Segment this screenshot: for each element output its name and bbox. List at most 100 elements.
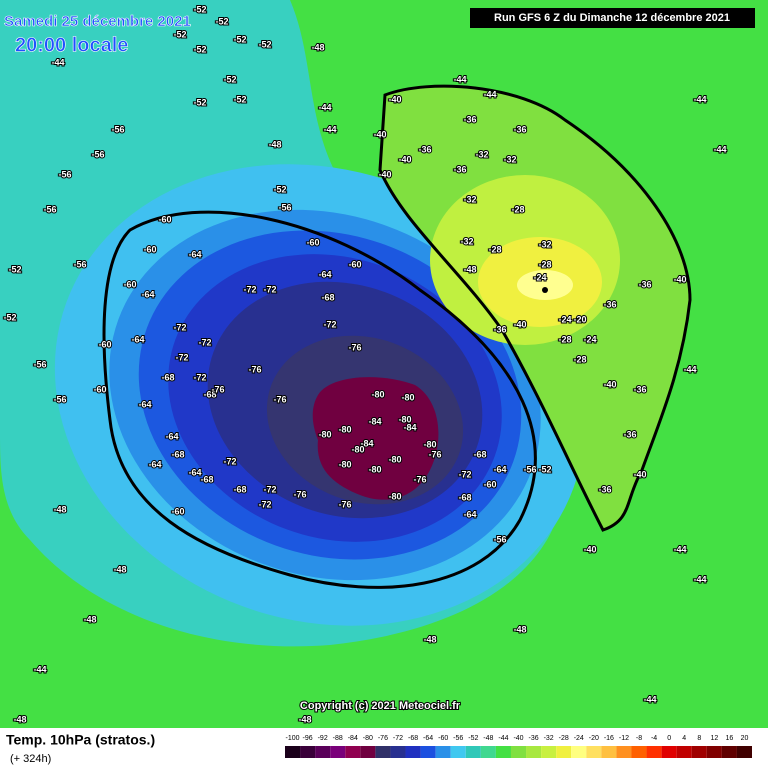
contour-label: -48 (113, 564, 126, 574)
scale-label: -84 (348, 735, 358, 742)
contour-label: -60 (143, 244, 156, 254)
contour-label: -56 (278, 202, 291, 212)
time: 20:00 locale (15, 34, 128, 56)
contour-label: -40 (378, 169, 391, 179)
scale-swatch (375, 746, 391, 758)
contour-label: -48 (463, 264, 476, 274)
contour-label: -68 (171, 449, 184, 459)
contour-label: -24 (583, 334, 596, 344)
scale-swatch (315, 746, 331, 758)
contour-label: -44 (51, 57, 64, 67)
scale-swatch (465, 746, 481, 758)
scale-swatch (646, 746, 662, 758)
contour-label: -56 (523, 464, 536, 474)
scale-label: 4 (682, 735, 686, 742)
scale-label: 16 (726, 735, 734, 742)
scale-label: -68 (408, 735, 418, 742)
contour-label: -72 (258, 499, 271, 509)
scale-swatch (435, 746, 451, 758)
contour-label: -40 (673, 274, 686, 284)
contour-label: -80 (338, 459, 351, 469)
contour-label: -32 (460, 236, 473, 246)
scale-label: -44 (498, 735, 508, 742)
contour-label: -48 (513, 624, 526, 634)
contour-label: -52 (538, 464, 551, 474)
contour-label: -76 (338, 499, 351, 509)
contour-label: -32 (538, 239, 551, 249)
warm-edge (378, 84, 692, 532)
contour-label: -52 (233, 34, 246, 44)
contour-label: -52 (193, 4, 206, 14)
contour-label: -68 (161, 372, 174, 382)
scale-swatch (586, 746, 602, 758)
contour-label: -36 (463, 114, 476, 124)
contour-label: -52 (8, 264, 21, 274)
contour-label: -48 (423, 634, 436, 644)
contour-label: -80 (388, 491, 401, 501)
contour-label: -80 (368, 464, 381, 474)
scale-swatch (616, 746, 632, 758)
scale-label: -40 (513, 735, 523, 742)
contour-label: -72 (243, 284, 256, 294)
scale-label: -76 (378, 735, 388, 742)
contour-label: -56 (493, 534, 506, 544)
contour-label: -72 (198, 337, 211, 347)
contour-label: -60 (158, 214, 171, 224)
scale-label: 12 (710, 735, 718, 742)
scale-label: -36 (529, 735, 539, 742)
scale-swatch (420, 746, 436, 758)
contour-label: -64 (138, 399, 151, 409)
contour-label: -56 (53, 394, 66, 404)
contour-label: -72 (263, 284, 276, 294)
contour-label: -60 (123, 279, 136, 289)
contour-label: -76 (293, 489, 306, 499)
scale-swatch (661, 746, 677, 758)
scale-swatch (480, 746, 496, 758)
contour-label: -68 (458, 492, 471, 502)
contour-label: -20 (573, 314, 586, 324)
scale-swatch (601, 746, 617, 758)
scale-swatch (510, 746, 527, 758)
contour-label: -24 (558, 314, 571, 324)
contour-label: -56 (91, 149, 104, 159)
contour-label: -76 (348, 342, 361, 352)
contour-label: -56 (73, 259, 86, 269)
contour-label: -68 (473, 449, 486, 459)
scale-swatch (556, 746, 572, 758)
contour-label: -40 (388, 94, 401, 104)
scale-swatch (676, 746, 692, 758)
contour-label: -44 (683, 364, 696, 374)
contour-label: -36 (513, 124, 526, 134)
contour-label: -64 (148, 459, 161, 469)
contour-label: -36 (493, 324, 506, 334)
scale-swatch (360, 746, 376, 758)
contour-label: -80 (401, 392, 414, 402)
contour-label: -52 (215, 16, 228, 26)
contour-label: -32 (463, 194, 476, 204)
scale-label: -72 (393, 735, 403, 742)
scale-label: -92 (318, 735, 328, 742)
scale-label: -16 (604, 735, 614, 742)
contour-label: -36 (633, 384, 646, 394)
contour-label: -36 (418, 144, 431, 154)
scale-label: -88 (333, 735, 343, 742)
contour-label: -64 (318, 269, 331, 279)
contour-label: -40 (603, 379, 616, 389)
contour-label: -60 (93, 384, 106, 394)
scale-label: -56 (453, 735, 463, 742)
scale-label: -24 (574, 735, 584, 742)
contour-label: -64 (165, 431, 178, 441)
contour-label: -52 (173, 29, 186, 39)
contour-label: -64 (141, 289, 154, 299)
contour-label: -24 (533, 272, 546, 282)
contour-label: -72 (263, 484, 276, 494)
contour-label: -48 (83, 614, 96, 624)
contour-label: -52 (233, 94, 246, 104)
scale-label: -20 (589, 735, 599, 742)
contour-label: -60 (348, 259, 361, 269)
max-marker (542, 287, 548, 293)
contour-label: -48 (311, 42, 324, 52)
contour-label: -36 (598, 484, 611, 494)
contour-label: -56 (111, 124, 124, 134)
scale-swatch (405, 746, 421, 758)
